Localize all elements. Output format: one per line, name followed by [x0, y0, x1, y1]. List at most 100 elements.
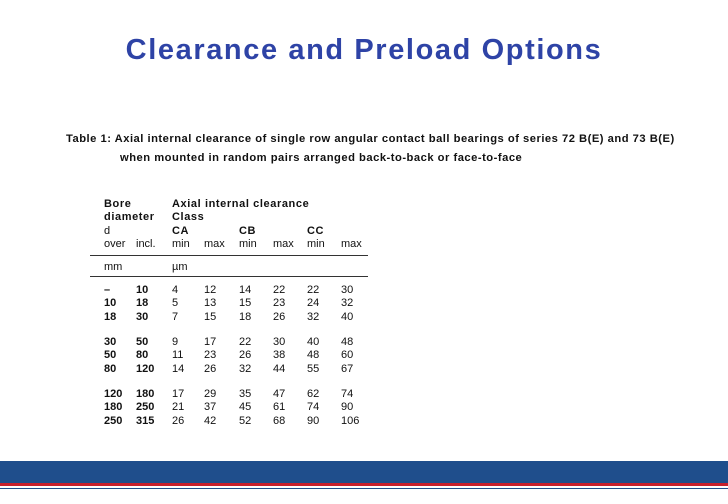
- clearance-cell: 22: [239, 336, 252, 348]
- clearance-cell: 61: [273, 401, 286, 413]
- clearance-cell: 68: [273, 415, 286, 427]
- bore-over-cell: 30: [104, 336, 117, 348]
- header-max-ca: max: [204, 238, 225, 250]
- header-over: over: [104, 238, 126, 250]
- header-min-ca: min: [172, 238, 190, 250]
- bore-incl-cell: 18: [136, 297, 149, 309]
- clearance-cell: 23: [273, 297, 286, 309]
- bore-incl-cell: 180: [136, 388, 155, 400]
- clearance-cell: 52: [239, 415, 252, 427]
- header-min-cb: min: [239, 238, 257, 250]
- clearance-cell: 29: [204, 388, 217, 400]
- bore-over-cell: 250: [104, 415, 123, 427]
- clearance-cell: 60: [341, 349, 354, 361]
- caption-line-2: when mounted in random pairs arranged ba…: [120, 152, 523, 164]
- clearance-cell: 30: [273, 336, 286, 348]
- clearance-cell: 42: [204, 415, 217, 427]
- bore-incl-cell: 80: [136, 349, 149, 361]
- clearance-cell: 62: [307, 388, 320, 400]
- clearance-cell: 26: [172, 415, 185, 427]
- header-class-cc: CC: [307, 225, 325, 237]
- bore-incl-cell: 250: [136, 401, 155, 413]
- clearance-cell: 48: [307, 349, 320, 361]
- clearance-cell: 17: [172, 388, 185, 400]
- clearance-cell: 24: [307, 297, 320, 309]
- caption-line-1: Table 1: Axial internal clearance of sin…: [66, 133, 675, 145]
- clearance-cell: 32: [341, 297, 354, 309]
- clearance-cell: 67: [341, 363, 354, 375]
- clearance-cell: 38: [273, 349, 286, 361]
- header-bore: Bore: [104, 198, 132, 210]
- clearance-cell: 14: [239, 284, 252, 296]
- header-class: Class: [172, 211, 205, 223]
- clearance-cell: 15: [204, 311, 217, 323]
- clearance-cell: 32: [239, 363, 252, 375]
- header-max-cc: max: [341, 238, 362, 250]
- clearance-cell: 74: [341, 388, 354, 400]
- clearance-cell: 4: [172, 284, 179, 296]
- clearance-cell: 37: [204, 401, 217, 413]
- clearance-cell: 15: [239, 297, 252, 309]
- header-max-cb: max: [273, 238, 294, 250]
- clearance-cell: 74: [307, 401, 320, 413]
- clearance-cell: 7: [172, 311, 179, 323]
- clearance-cell: 55: [307, 363, 320, 375]
- clearance-table: Bore diameter d Axial internal clearance…: [90, 198, 368, 427]
- bore-over-cell: 80: [104, 363, 117, 375]
- clearance-cell: 26: [273, 311, 286, 323]
- clearance-cell: 35: [239, 388, 252, 400]
- unit-um: µm: [172, 261, 188, 273]
- header-incl: incl.: [136, 238, 156, 250]
- clearance-cell: 11: [172, 349, 184, 361]
- clearance-cell: 47: [273, 388, 286, 400]
- clearance-cell: 9: [172, 336, 179, 348]
- header-diameter: diameter: [104, 211, 155, 223]
- clearance-cell: 23: [204, 349, 217, 361]
- clearance-cell: 14: [172, 363, 185, 375]
- clearance-cell: 18: [239, 311, 252, 323]
- bore-over-cell: –: [104, 284, 111, 296]
- bore-over-cell: 180: [104, 401, 123, 413]
- clearance-cell: 17: [204, 336, 217, 348]
- bore-over-cell: 10: [104, 297, 117, 309]
- bore-over-cell: 18: [104, 311, 117, 323]
- clearance-cell: 90: [341, 401, 354, 413]
- header-class-cb: CB: [239, 225, 257, 237]
- clearance-cell: 40: [341, 311, 354, 323]
- clearance-cell: 21: [172, 401, 185, 413]
- header-min-cc: min: [307, 238, 325, 250]
- clearance-cell: 26: [204, 363, 217, 375]
- bore-incl-cell: 10: [136, 284, 149, 296]
- clearance-cell: 32: [307, 311, 320, 323]
- clearance-cell: 90: [307, 415, 320, 427]
- clearance-cell: 106: [341, 415, 360, 427]
- table-caption: Table 1: Axial internal clearance of sin…: [66, 130, 716, 168]
- clearance-cell: 26: [239, 349, 252, 361]
- footer-band: [0, 461, 728, 483]
- clearance-cell: 30: [341, 284, 354, 296]
- bore-over-cell: 50: [104, 349, 117, 361]
- slide-title: Clearance and Preload Options: [125, 34, 603, 66]
- clearance-cell: 5: [172, 297, 179, 309]
- clearance-cell: 13: [204, 297, 217, 309]
- bore-incl-cell: 120: [136, 363, 155, 375]
- clearance-cell: 48: [341, 336, 354, 348]
- clearance-cell: 22: [273, 284, 286, 296]
- footer-accent-stripe: [0, 483, 728, 486]
- bore-incl-cell: 50: [136, 336, 149, 348]
- header-rule: [90, 255, 368, 256]
- bore-over-cell: 120: [104, 388, 123, 400]
- header-axial-clearance: Axial internal clearance: [172, 198, 310, 210]
- units-rule: [90, 276, 368, 277]
- clearance-cell: 12: [204, 284, 217, 296]
- clearance-cell: 22: [307, 284, 320, 296]
- footer-rule: [0, 488, 728, 489]
- header-d: d: [104, 225, 111, 237]
- unit-mm: mm: [104, 261, 123, 273]
- bore-incl-cell: 30: [136, 311, 149, 323]
- clearance-cell: 44: [273, 363, 286, 375]
- header-class-ca: CA: [172, 225, 190, 237]
- bore-incl-cell: 315: [136, 415, 155, 427]
- clearance-cell: 45: [239, 401, 252, 413]
- clearance-cell: 40: [307, 336, 320, 348]
